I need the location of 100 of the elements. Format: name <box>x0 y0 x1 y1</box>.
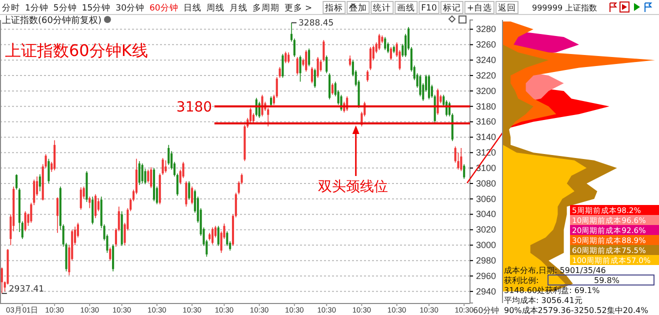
y-tick-label: 3060 <box>476 194 496 204</box>
y-tick-label: 3200 <box>476 86 496 96</box>
candlestick <box>284 51 287 64</box>
candlestick <box>226 230 228 246</box>
candlestick <box>261 94 264 117</box>
chart-title: 上证指数(60分钟前复权) <box>2 15 102 26</box>
text: 1分钟 <box>25 2 48 14</box>
candlestick <box>38 174 41 192</box>
annotation: 平均成本: 3056.41元 <box>504 296 582 305</box>
candlestick <box>217 225 220 246</box>
candlestick <box>185 180 188 208</box>
text: 15分钟 <box>82 2 111 14</box>
candlestick <box>331 82 334 96</box>
chart-title: 999999 上证指数 <box>532 4 598 12</box>
text: 指标 <box>324 2 344 14</box>
text: 周线 <box>206 2 224 14</box>
candlestick <box>463 164 466 180</box>
candlestick <box>164 160 167 174</box>
candlestick <box>54 140 56 171</box>
candlestick <box>326 55 328 74</box>
candlestick <box>428 74 430 100</box>
y-tick-label: 2980 <box>476 255 496 266</box>
candlestick <box>369 46 372 71</box>
text: 30分钟 <box>116 2 144 14</box>
text: 5分钟 <box>53 2 77 14</box>
y-tick-label: 3240 <box>476 54 496 65</box>
y-tick-label: 3160 <box>476 116 496 127</box>
candlestick <box>162 158 164 176</box>
annotation: 获利比例: <box>504 276 539 285</box>
candlestick <box>109 247 112 261</box>
candlestick <box>150 166 152 189</box>
text: 日线 <box>183 2 202 14</box>
candlestick <box>340 94 342 112</box>
text: 分时 <box>2 2 20 14</box>
candlestick <box>314 68 316 88</box>
y-tick-label: 3180 <box>476 101 496 112</box>
candlestick <box>147 169 150 184</box>
candlestick <box>48 158 50 184</box>
candlestick <box>282 54 284 78</box>
annotation: 双头颈线位 <box>318 179 388 195</box>
text: 多周期 <box>252 2 280 14</box>
y-tick-label: 2940 <box>476 286 496 296</box>
annotation: 3288.45 <box>298 18 334 29</box>
candlestick <box>94 194 97 219</box>
text: 统计 <box>373 2 392 14</box>
candlestick <box>378 33 380 50</box>
candlestick <box>97 198 100 212</box>
y-tick-label: 3260 <box>476 40 496 50</box>
annotation: 59.8% <box>594 276 620 285</box>
candlestick <box>384 36 386 50</box>
candlestick <box>316 56 319 78</box>
candlestick <box>138 160 140 186</box>
text: 60分钟 <box>473 306 500 315</box>
candlestick <box>308 48 310 67</box>
text: 叠加 <box>349 2 368 14</box>
text: 60分钟 <box>150 2 178 14</box>
y-tick-label: 2960 <box>476 270 496 281</box>
candlestick <box>92 196 94 225</box>
candlestick <box>188 180 190 200</box>
candlestick <box>328 72 331 100</box>
text: 90%成本2579.36-3250.52集中20.4% <box>504 306 649 315</box>
candlestick <box>299 55 302 82</box>
candlestick <box>112 244 114 272</box>
candlestick <box>320 60 322 72</box>
candlestick <box>56 196 59 234</box>
candlestick <box>288 52 290 64</box>
annotation: 成本分布,日期: 5901/35/46 <box>504 266 606 275</box>
annotation: 上证指数60分钟K线 <box>5 41 148 60</box>
y-tick-label: 3020 <box>476 224 496 235</box>
text: F10 <box>421 4 437 14</box>
candlestick <box>436 88 439 116</box>
candlestick <box>141 163 144 184</box>
candlestick <box>0 267 3 294</box>
candlestick <box>88 196 91 209</box>
y-tick-label: 3220 <box>476 70 496 80</box>
y-tick-label: 3080 <box>476 178 496 188</box>
candlestick <box>322 40 325 62</box>
candlestick <box>296 56 298 76</box>
ref-line-label: 3180 <box>176 99 212 116</box>
candlestick <box>278 66 281 78</box>
text: +自选 <box>466 2 492 14</box>
annotation: 2937.41 <box>8 284 44 294</box>
y-tick-label: 3000 <box>476 240 496 250</box>
candlestick <box>191 186 194 205</box>
candlestick <box>310 66 314 84</box>
y-tick-label: 3140 <box>476 132 496 142</box>
candlestick <box>168 144 170 166</box>
candlestick <box>16 174 18 190</box>
candlestick <box>24 210 26 232</box>
candlestick <box>270 96 272 107</box>
candlestick <box>252 112 254 123</box>
candlestick <box>212 227 214 245</box>
y-tick-label: 3040 <box>476 209 496 220</box>
candlestick <box>348 55 352 67</box>
candlestick <box>419 74 422 97</box>
y-tick-label: 3280 <box>476 24 496 34</box>
text: 画线 <box>397 2 416 14</box>
text: 标记 <box>442 2 461 14</box>
candlestick <box>366 70 369 82</box>
candlestick <box>460 148 462 172</box>
